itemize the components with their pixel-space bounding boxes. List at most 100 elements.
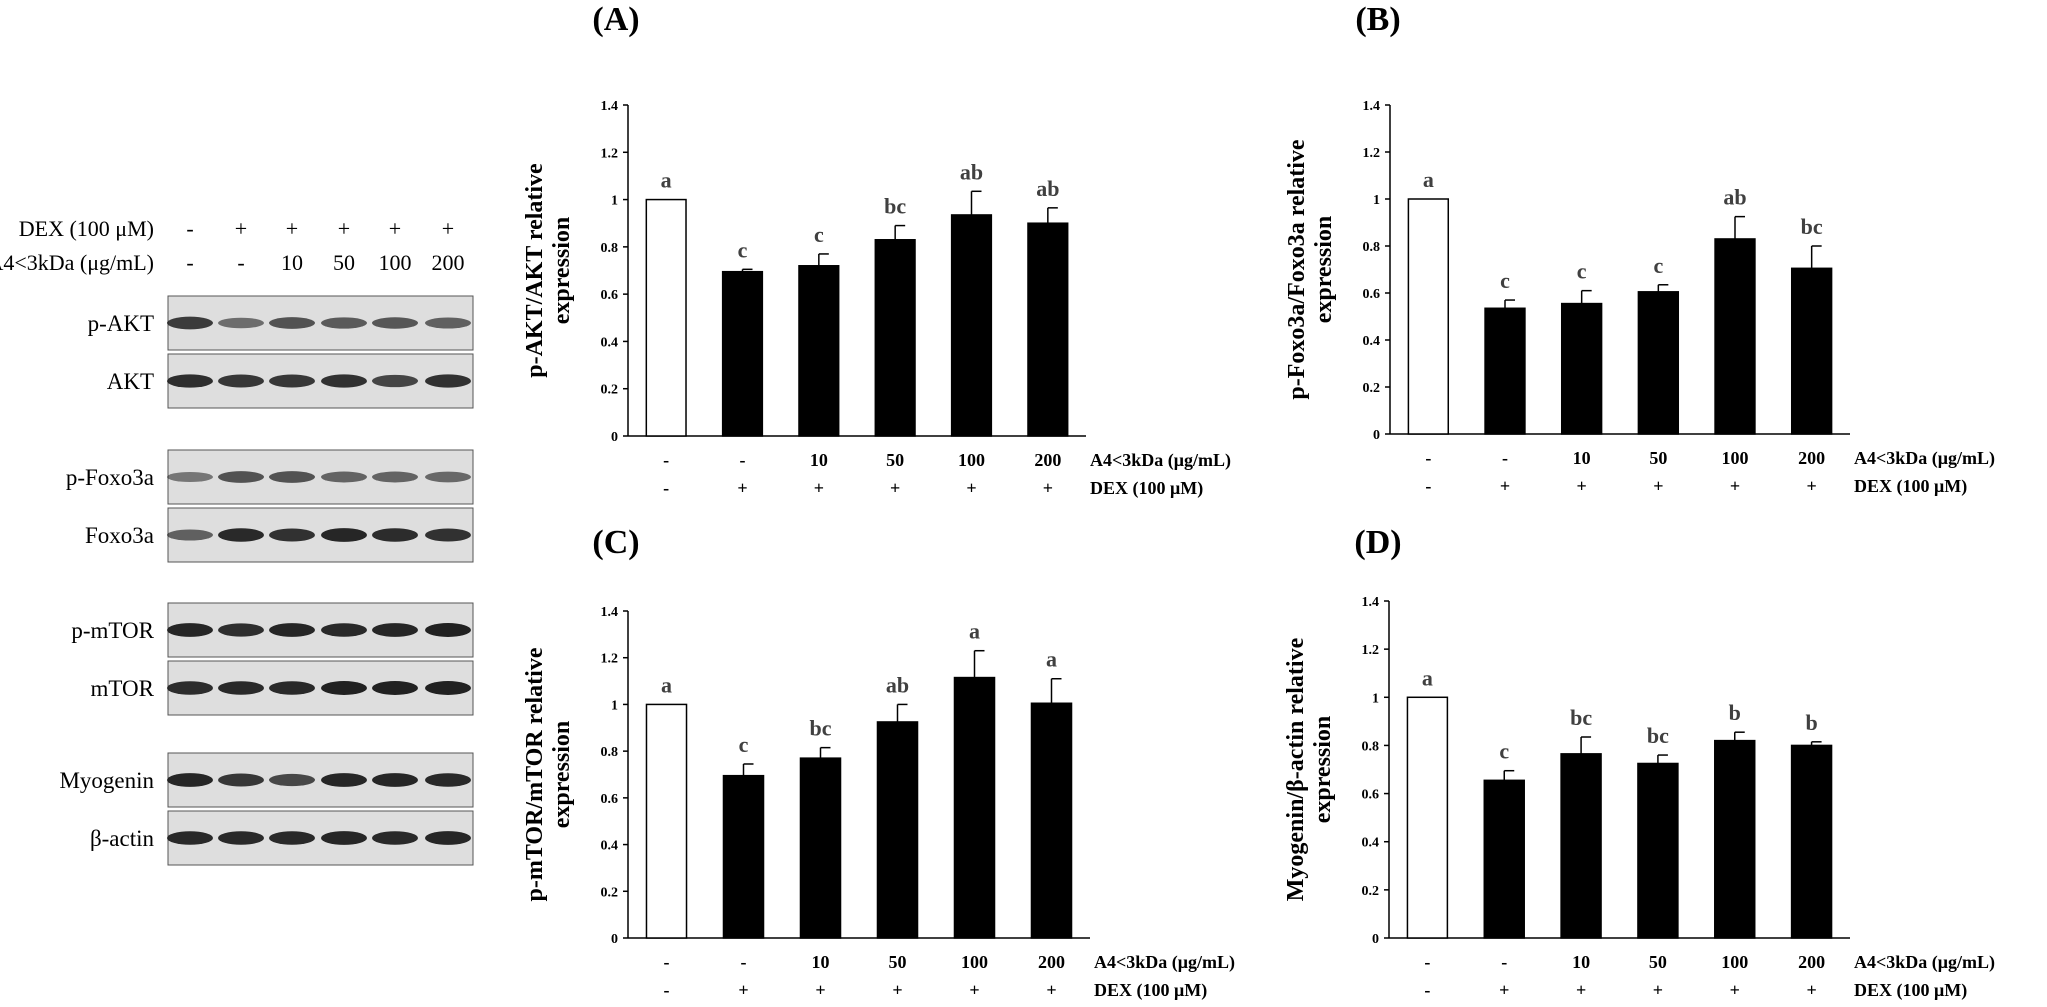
y-tick-label: 0.6 [601,792,619,807]
significance-letter: c [739,732,749,757]
x-tick-label: + [814,478,824,498]
significance-letter: c [1499,739,1509,764]
panel-label: (C) [592,524,639,561]
x-tick-label: 100 [1722,448,1749,468]
bar [798,265,840,437]
significance-letter: c [738,237,748,262]
blot-header-value: + [442,216,454,241]
x-tick-label: + [1730,476,1740,496]
bar [722,774,765,939]
blot-band [167,681,213,695]
y-tick-label: 0 [611,430,618,445]
bar [876,721,919,939]
blot-band [167,374,213,388]
blot-band [218,317,264,329]
bar [1406,696,1449,939]
x-tick-label: - [664,952,670,972]
bar [1027,222,1069,437]
y-tick-label: 0.8 [1362,739,1380,754]
x-tick-label: 10 [1572,952,1590,972]
y-axis-label: Myogenin/β-actin relative [1283,637,1309,901]
blot-header-label: A4<3kDa (μg/mL) [0,250,154,275]
x-row-label: DEX (100 μM) [1854,980,1967,1001]
blot-band [372,374,418,388]
x-tick-label: 10 [810,450,828,470]
y-tick-label: 1.4 [601,605,619,620]
blot-band [321,681,367,695]
blot-header-value: 50 [333,250,355,275]
y-tick-label: 0.4 [601,335,619,350]
blot-band [425,471,471,483]
y-tick-label: 1 [1372,691,1379,706]
blot-band [372,317,418,329]
x-row-label: A4<3kDa (μg/mL) [1094,952,1235,973]
blot-band [269,623,315,637]
bar-chart-panel: (B) 0 0.2 0.4 0.6 0.8 1 1.2 1.4 p-Foxo3a/Foxo3a r… [1284,1,1995,497]
blot-header-value: - [186,250,193,275]
bar [1560,753,1602,939]
blot-band [425,773,471,787]
x-tick-label: 200 [1798,448,1825,468]
x-tick-label: 50 [889,952,907,972]
bar [1790,267,1833,435]
western-blot-panel: DEX (100 μM) - + + + + + A4<3kDa (μg/mL) - - 10 50 1… [0,216,474,866]
y-tick-label: 1 [611,194,618,209]
x-tick-label: + [1043,478,1053,498]
blot-header-value: 200 [432,250,465,275]
significance-letter: ab [886,672,909,697]
bar [1483,779,1525,939]
panel-label: (B) [1355,1,1400,38]
blot-band [372,681,418,695]
blot-band [269,317,315,329]
x-tick-label: + [890,478,900,498]
x-tick-label: + [966,478,976,498]
y-tick-label: 1.2 [601,652,619,667]
x-tick-label: 10 [812,952,830,972]
x-tick-label: + [1653,980,1663,1000]
x-tick-label: 50 [1649,952,1667,972]
blot-band-label: mTOR [91,676,155,701]
y-tick-label: 0.4 [1363,334,1381,349]
x-row-label: A4<3kDa (μg/mL) [1854,448,1995,469]
x-tick-label: - [1424,980,1430,1000]
blot-band [167,471,213,483]
x-tick-label: + [738,980,748,1000]
blot-band [269,528,315,542]
significance-letter: ab [1723,185,1746,210]
significance-letter: a [661,168,672,193]
x-tick-label: 200 [1034,450,1061,470]
x-tick-label: 50 [1649,448,1667,468]
bar [953,676,996,939]
significance-letter: bc [884,194,906,219]
significance-letter: ab [1036,176,1059,201]
blot-band [321,471,367,483]
x-tick-label: - [1501,952,1507,972]
blot-band-label: p-mTOR [71,618,154,643]
significance-letter: bc [1801,214,1823,239]
y-tick-label: 1.4 [601,99,619,114]
y-tick-label: 0.8 [601,745,619,760]
y-axis-label: expression [1311,216,1337,324]
x-tick-label: + [1807,476,1817,496]
x-tick-label: - [1425,476,1431,496]
x-tick-label: 200 [1798,952,1825,972]
y-tick-label: 1.2 [601,146,619,161]
bar [1714,739,1756,939]
blot-band [372,773,418,787]
bar [1637,291,1680,435]
bar [1484,307,1526,435]
blot-band [321,773,367,787]
significance-letter: a [969,619,980,644]
x-row-label: DEX (100 μM) [1854,476,1967,497]
blot-band [321,528,367,542]
blot-header-value: - [186,216,193,241]
x-tick-label: 50 [886,450,904,470]
x-tick-label: 200 [1038,952,1065,972]
x-tick-label: - [1502,448,1508,468]
blot-band [218,681,264,695]
panel-label: (D) [1354,524,1401,561]
x-tick-label: - [740,450,746,470]
y-tick-label: 1 [1373,193,1380,208]
bar [645,198,687,437]
blot-band [269,831,315,845]
